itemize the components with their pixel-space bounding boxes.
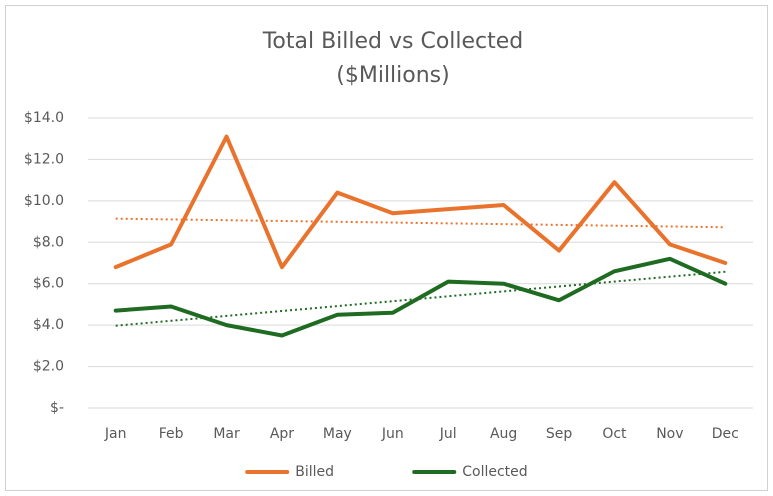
x-tick-label: Dec [712,426,739,442]
series-line [113,256,728,338]
y-tick-label: $12.0 [24,151,64,167]
x-tick-label: Jan [104,426,127,442]
y-tick-label: $8.0 [33,234,64,250]
legend-label: Billed [295,464,334,480]
y-tick-label: $6.0 [33,276,64,292]
chart-border [5,5,768,491]
y-tick-label: $- [50,400,64,416]
x-tick-label: Oct [602,426,627,442]
x-tick-label: Apr [270,426,294,442]
y-tick-label: $2.0 [33,359,64,375]
y-tick-label: $14.0 [24,110,64,126]
x-tick-label: Mar [213,426,240,442]
x-tick-label: Jul [439,426,457,442]
y-tick-label: $10.0 [24,193,64,209]
y-tick-label: $4.0 [33,317,64,333]
series-line [113,134,728,270]
x-tick-label: Jun [381,426,404,442]
x-tick-label: Nov [656,426,683,442]
chart-title: Total Billed vs Collected [262,29,524,54]
x-tick-label: Feb [159,426,184,442]
legend-label: Collected [462,464,527,480]
x-tick-label: Sep [546,426,573,442]
x-tick-label: Aug [490,426,517,442]
chart-subtitle: ($Millions) [336,63,449,88]
trendline [115,217,726,229]
x-tick-label: May [323,426,352,442]
